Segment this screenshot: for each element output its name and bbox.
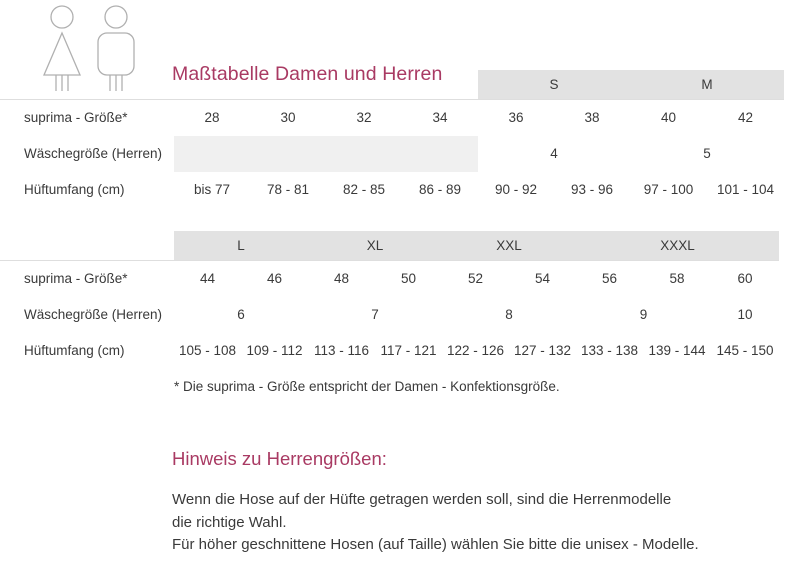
group-header-row: L XL XXL XXXL (0, 231, 780, 261)
table-cell: 7 (371, 307, 379, 322)
table-cell: 40 (630, 99, 708, 136)
table-cell: 32 (326, 99, 402, 136)
row-label: Wäschegröße (Herren) (24, 146, 163, 161)
gender-pictograms (38, 4, 148, 92)
table-cell: 86 - 89 (418, 182, 462, 197)
table-cell: 56 (576, 260, 644, 297)
row-label: Hüftumfang (cm) (24, 182, 125, 197)
notice-line-2: die richtige Wahl. (172, 513, 287, 531)
table-cell: 9 (639, 307, 648, 322)
table-cell: 101 - 104 (716, 182, 775, 197)
row-label: suprima - Größe* (0, 99, 174, 136)
table-cell: 97 - 100 (643, 182, 694, 197)
table-row: suprima - Größe* 28 30 32 34 36 38 40 42 (0, 99, 785, 136)
female-pictogram-icon (43, 5, 81, 91)
table-cell: 28 (174, 99, 250, 136)
table-cell: bis 77 (193, 182, 231, 197)
row-label: Hüftumfang (cm) (24, 343, 125, 358)
group-header-xxxl: XXXL (576, 231, 780, 261)
table-cell: 36 (478, 99, 554, 136)
group-header-m: M (630, 70, 785, 100)
table-cell: 5 (703, 146, 711, 161)
table-cell: 34 (402, 99, 478, 136)
table-cell: 60 (711, 260, 780, 297)
table-cell: 122 - 126 (447, 343, 505, 358)
table-row: Hüftumfang (cm) bis 77 78 - 81 82 - 85 86 - … (0, 172, 784, 208)
table-cell: 109 - 112 (246, 343, 303, 358)
group-header-s: S (478, 70, 631, 100)
table-cell: 46 (241, 260, 309, 297)
table-cell: 38 (554, 99, 631, 136)
table-cell: 82 - 85 (342, 182, 386, 197)
male-pictogram-icon (97, 5, 135, 91)
footnote: * Die suprima - Größe entspricht der Dam… (174, 379, 560, 394)
notice-title: Hinweis zu Herrengrößen: (172, 448, 387, 469)
table-cell: 54 (509, 260, 577, 297)
table-cell: 90 - 92 (494, 182, 538, 197)
table-cell (174, 135, 478, 172)
page-title: Maßtabelle Damen und Herren (172, 63, 443, 85)
table-cell: 48 (308, 260, 376, 297)
table-cell: 4 (550, 146, 558, 161)
group-header-spacer (0, 231, 174, 261)
table-cell: 127 - 132 (514, 343, 572, 358)
table-cell: 133 - 138 (581, 343, 639, 358)
table-row: Wäschegröße (Herren) 4 5 (0, 135, 784, 172)
table-row: Wäschegröße (Herren) 6 7 8 9 10 (0, 297, 779, 333)
notice-line-1: Wenn die Hose auf der Hüfte getragen wer… (172, 491, 672, 508)
group-header-xxl: XXL (442, 231, 577, 261)
table-cell: 30 (250, 99, 326, 136)
table-row: Hüftumfang (cm) 105 - 108 109 - 112 113 - 1… (0, 333, 779, 369)
table-cell: 145 - 150 (716, 343, 774, 358)
table-cell: 42 (707, 99, 785, 136)
table-cell: 6 (237, 307, 245, 322)
group-header-l: L (174, 231, 309, 261)
size-table-44-60: L XL XXL XXXL suprima - Größe* 44 46 48 50 52 54 56… (0, 231, 780, 369)
table-cell: 139 - 144 (648, 343, 706, 358)
table-cell: 93 - 96 (570, 182, 614, 197)
table-cell: 117 - 121 (380, 343, 437, 358)
table-cell: 44 (174, 260, 241, 297)
table-cell: 113 - 116 (313, 343, 370, 358)
table-cell: 58 (643, 260, 712, 297)
table-row: suprima - Größe* 44 46 48 50 52 54 56 58 60 (0, 260, 780, 297)
table-cell: 52 (442, 260, 510, 297)
table-cell: 8 (505, 307, 513, 322)
table-cell: 78 - 81 (266, 182, 310, 197)
table-cell: 50 (375, 260, 443, 297)
notice-body: Wenn die Hose auf der Hüfte getragen wer… (172, 489, 792, 557)
row-label: suprima - Größe* (0, 260, 174, 297)
notice-line-3: Für höher geschnittene Hosen (auf Taille… (172, 536, 699, 553)
group-header-spacer (0, 70, 174, 100)
table-cell: 10 (737, 307, 753, 322)
group-header-blank (174, 70, 478, 100)
group-header-xl: XL (308, 231, 443, 261)
row-label: Wäschegröße (Herren) (24, 307, 163, 322)
table-cell: 105 - 108 (178, 343, 237, 358)
